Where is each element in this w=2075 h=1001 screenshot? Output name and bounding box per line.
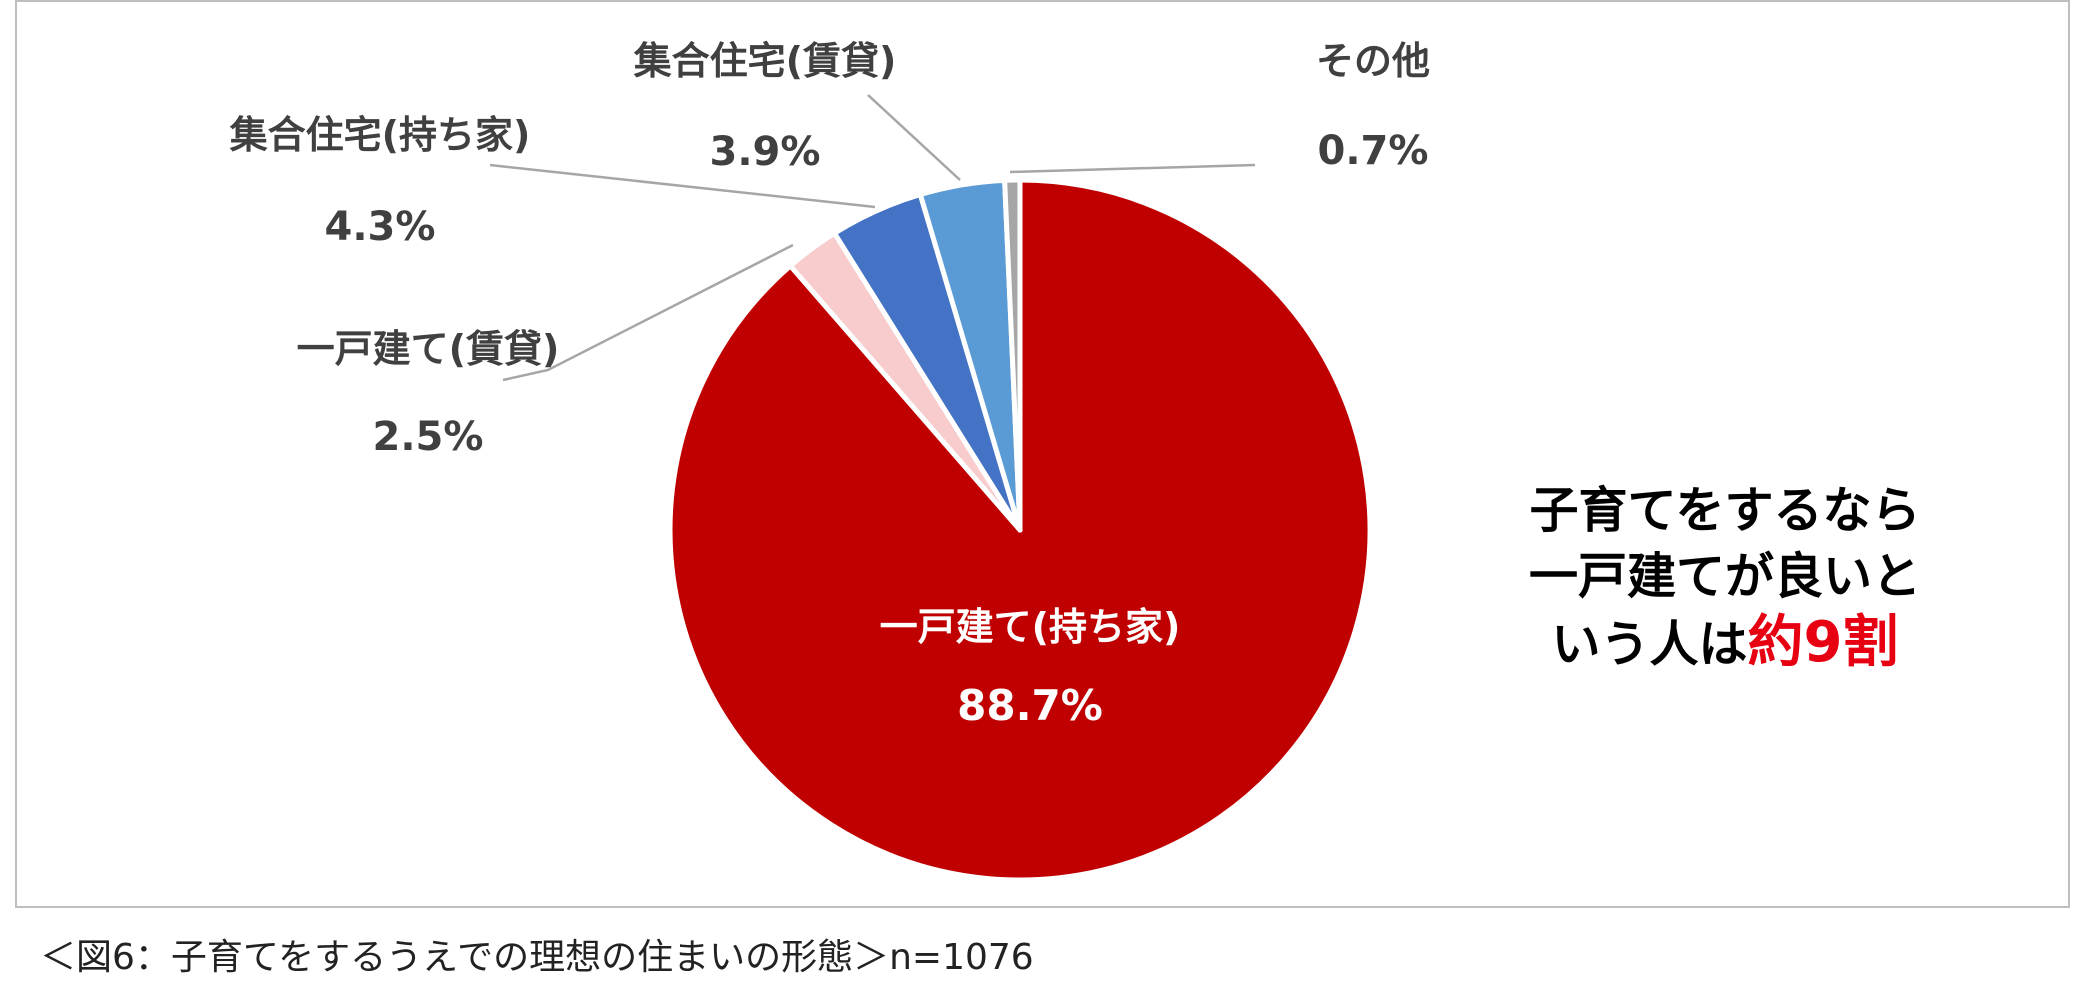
label-detached-owned: 一戸建て(持ち家) (880, 605, 1181, 649)
value-detached-rent: 2.5% (373, 414, 484, 460)
label-other: その他 (1316, 39, 1430, 83)
leader-line-apartment-owned (489, 163, 876, 209)
figure-caption: ＜図6：子育てをするうえでの理想の住まいの形態＞n=1076 (40, 937, 1034, 978)
value-detached-owned: 88.7% (957, 681, 1103, 730)
value-other: 0.7% (1318, 128, 1429, 174)
callout-text: 子育てをするなら 一戸建てが良いと いう人は約9割 (1475, 478, 1975, 678)
slice-other (1002, 177, 1023, 533)
callout-line-1: 子育てをするなら (1529, 482, 1921, 539)
leader-line-apartment-rent (867, 94, 961, 181)
value-apartment-owned: 4.3% (325, 204, 436, 250)
leader-line-other (1009, 163, 1256, 174)
callout-line-3-prefix: いう人は (1551, 616, 1748, 673)
leader-line-detached-rent (502, 243, 794, 382)
slice-detached-owned (667, 177, 1373, 883)
callout-line-2: 一戸建てが良いと (1528, 548, 1921, 605)
callout-highlight: 約9割 (1747, 610, 1899, 675)
label-apartment-rent: 集合住宅(賃貸) (633, 39, 897, 83)
value-apartment-rent: 3.9% (710, 129, 821, 175)
label-detached-rent: 一戸建て(賃貸) (297, 327, 560, 371)
callout-line-3: いう人は約9割 (1475, 610, 1975, 678)
label-apartment-owned: 集合住宅(持ち家) (229, 113, 531, 157)
